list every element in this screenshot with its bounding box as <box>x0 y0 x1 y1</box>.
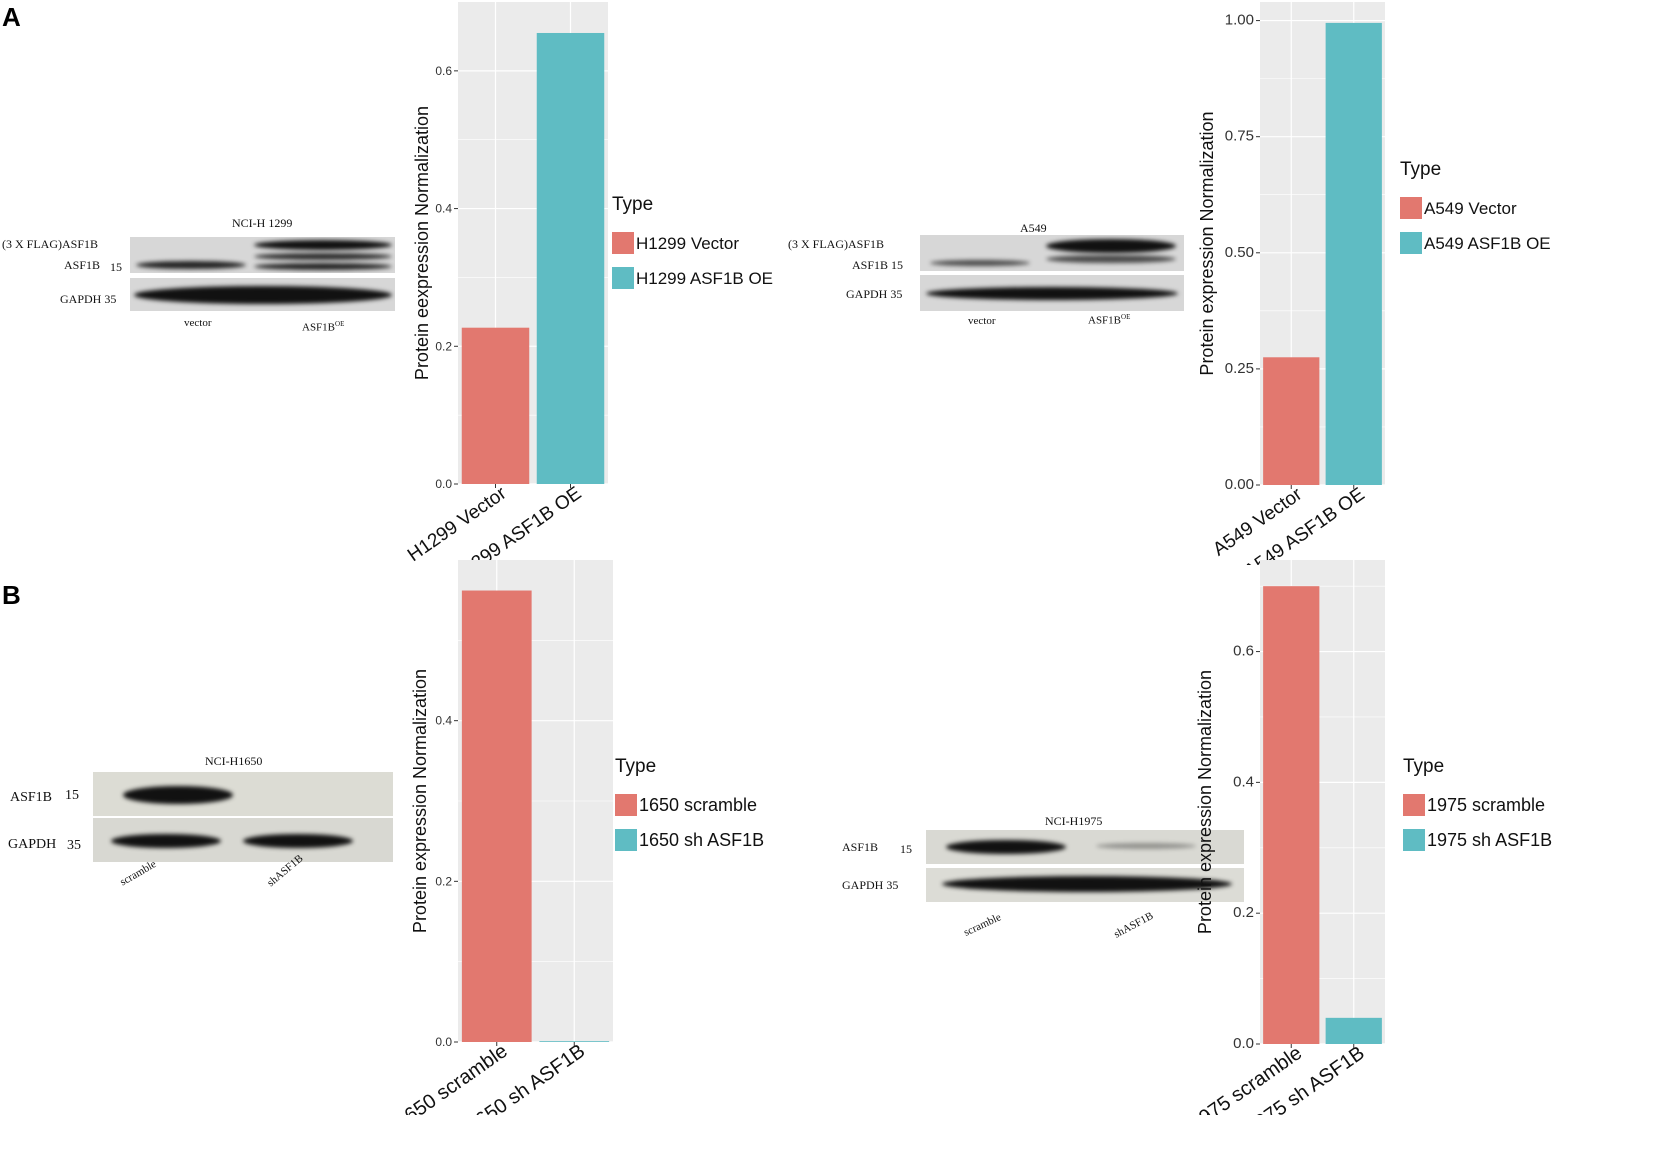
legend-swatch-2 <box>1403 829 1425 851</box>
bar-2 <box>539 1041 610 1042</box>
blot-row-mw: 15 <box>65 788 79 803</box>
bar-2 <box>1325 22 1382 485</box>
blot-row-label-gapdh: GAPDH 35 <box>846 287 903 301</box>
blot-row-label-flag: (3 X FLAG)ASF1B <box>2 237 99 251</box>
legend-label-1: A549 Vector <box>1424 199 1517 218</box>
blot-row-label-asf1b: ASF1B <box>10 790 53 805</box>
blot-row-label-gapdh: GAPDH 35 <box>60 292 117 306</box>
bar-1 <box>461 590 532 1042</box>
lane-label-2: ASF1BOE <box>1088 313 1131 327</box>
bar-chart-a549: 0.00 0.25 0.50 0.75 1.00 A549 Vector A549 ASF1… <box>1197 2 1551 565</box>
blot-title: NCI-H1650 <box>205 754 263 768</box>
legend-label-2: H1299 ASF1B OE <box>636 269 773 288</box>
blot-strip-gapdh <box>926 868 1244 902</box>
blot-row-label-flag: (3 X FLAG)ASF1B <box>788 237 885 251</box>
legend-title: Type <box>1403 756 1444 777</box>
blot-strip-asf1b <box>920 235 1184 271</box>
y-tick-label: 0.4 <box>435 714 452 728</box>
blot-title: NCI-H1975 <box>1045 814 1103 828</box>
y-tick-label: 0.25 <box>1225 360 1254 377</box>
blot-strip-gapdh <box>93 818 393 862</box>
blot-row-label-asf1b: ASF1B <box>842 840 879 854</box>
lane-label-1: vector <box>184 317 212 329</box>
western-blot-a549: A549 (3 X FLAG)ASF1B ASF1B 15 GAPDH 35 v… <box>780 215 1190 335</box>
bar-chart-h1650: 0.0 0.2 0.4 1650 scramble 1650 sh ASF1B Prote… <box>400 560 764 1115</box>
panel-letter-b: B <box>2 580 21 610</box>
blot-row-label-asf1b: ASF1B 15 <box>852 258 904 272</box>
bar-1 <box>1263 586 1320 1044</box>
bar-2 <box>1325 1017 1382 1044</box>
y-tick-label: 1.00 <box>1225 12 1254 29</box>
bar-chart-h1299: 0.0 0.2 0.4 0.6 H1299 Vector H1299 ASF1B OE Pr… <box>404 2 773 565</box>
western-blot-h1650: NCI-H1650 ASF1B 15 GAPDH 35 scramble shA… <box>0 750 400 910</box>
blot-row-label-gapdh: GAPDH 35 <box>842 878 899 892</box>
y-tick-label: 0.75 <box>1225 128 1254 145</box>
blot-strip-gapdh <box>920 275 1184 311</box>
y-axis-title: Protein eexpression Normalization <box>412 106 432 380</box>
legend-label-2: A549 ASF1B OE <box>1424 234 1551 253</box>
y-tick-label: 0.2 <box>1233 904 1254 921</box>
lane-label-2: ASF1BOE <box>302 320 345 334</box>
blot-strip-asf1b <box>926 830 1244 864</box>
legend-title: Type <box>612 194 653 215</box>
y-axis-title: Protein expression Normalization <box>410 669 430 933</box>
panel-letter-a: A <box>2 2 21 32</box>
legend-swatch-2 <box>615 829 637 851</box>
legend-title: Type <box>615 756 656 777</box>
legend-swatch-1 <box>612 232 634 254</box>
legend-label-1: 1975 scramble <box>1427 795 1545 815</box>
bar-2 <box>536 32 605 484</box>
y-tick-label: 0.50 <box>1225 244 1254 261</box>
y-tick-label: 0.6 <box>1233 643 1254 660</box>
blot-row-mw: 15 <box>110 260 122 274</box>
bar-chart-h1975: 0.0 0.2 0.4 0.6 1975 scramble 1975 sh ASF1B Pr… <box>1186 560 1552 1115</box>
blot-title: A549 <box>1020 221 1047 235</box>
legend-label-1: H1299 Vector <box>636 234 739 253</box>
lane-label-1: scramble <box>118 858 159 889</box>
blot-strip-asf1b <box>93 772 393 816</box>
legend-swatch-2 <box>612 267 634 289</box>
lane-label-1: scramble <box>962 911 1004 939</box>
blot-strip-gapdh <box>130 278 395 311</box>
western-blot-h1975: NCI-H1975 ASF1B 15 GAPDH 35 scramble shA… <box>830 810 1250 960</box>
blot-row-label-gapdh: GAPDH <box>8 837 57 852</box>
y-tick-label: 0.6 <box>435 64 452 78</box>
bar-1 <box>461 327 530 484</box>
y-tick-label: 0.0 <box>435 1035 452 1049</box>
western-blot-h1299: NCI-H 1299 (3 X FLAG)ASF1B ASF1B 15 GAPD… <box>0 210 400 340</box>
y-axis-title: Protein expression Normalization <box>1197 111 1217 375</box>
lane-label-1: vector <box>968 315 996 327</box>
blot-row-label-asf1b: ASF1B <box>64 258 101 272</box>
y-tick-label: 0.2 <box>435 874 452 888</box>
y-tick-label: 0.0 <box>1233 1035 1254 1052</box>
y-tick-label: 0.0 <box>435 477 452 491</box>
legend-swatch-1 <box>1403 794 1425 816</box>
y-tick-label: 0.4 <box>435 202 452 216</box>
lane-label-2: shASF1B <box>1112 909 1156 941</box>
bar-1 <box>1263 357 1320 485</box>
blot-row-mw: 15 <box>900 842 912 856</box>
legend-title: Type <box>1400 159 1441 180</box>
blot-row-mw-gapdh: 35 <box>67 838 81 853</box>
legend-swatch-2 <box>1400 232 1422 254</box>
legend-label-1: 1650 scramble <box>639 795 757 815</box>
legend-label-2: 1650 sh ASF1B <box>639 830 764 850</box>
legend-swatch-1 <box>1400 197 1422 219</box>
y-axis-title: Protein expression Normalization <box>1195 670 1215 934</box>
y-tick-label: 0.2 <box>435 339 452 353</box>
legend-label-2: 1975 sh ASF1B <box>1427 830 1552 850</box>
blot-title: NCI-H 1299 <box>232 216 293 230</box>
y-tick-label: 0.4 <box>1233 773 1254 790</box>
legend-swatch-1 <box>615 794 637 816</box>
blot-strip-asf1b <box>130 237 395 273</box>
y-tick-label: 0.00 <box>1225 476 1254 493</box>
